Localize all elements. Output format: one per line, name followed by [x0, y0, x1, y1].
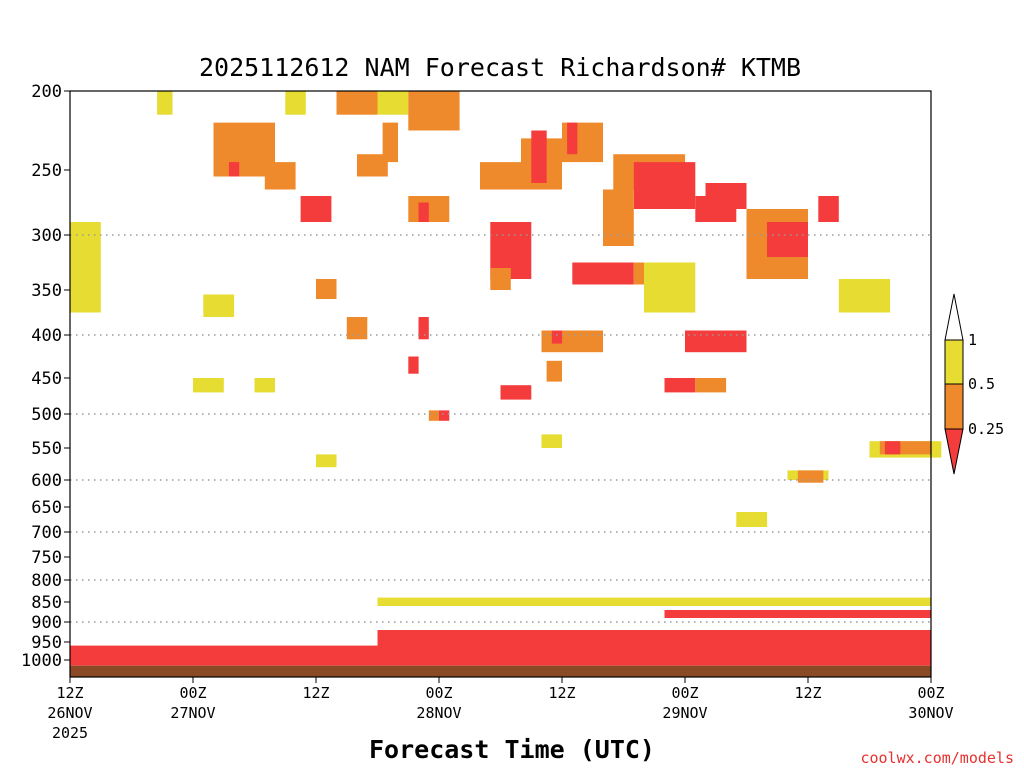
data-cell: [603, 189, 634, 246]
y-tick-label: 250: [31, 161, 62, 181]
x-tick-time: 12Z: [56, 684, 83, 702]
data-cell: [439, 410, 450, 421]
data-cell: [736, 512, 768, 527]
data-cell: [767, 222, 808, 257]
y-tick-label: 850: [31, 593, 62, 613]
x-tick-time: 12Z: [548, 684, 575, 702]
data-cell: [382, 122, 398, 163]
data-cell: [70, 645, 378, 666]
data-cell: [285, 91, 306, 115]
data-cell: [541, 434, 562, 448]
data-cell: [408, 91, 460, 131]
data-cell: [70, 665, 931, 677]
y-tick-label: 950: [31, 633, 62, 653]
data-cell: [70, 222, 101, 313]
colorbar-segment: [944, 293, 964, 341]
data-cell: [797, 470, 824, 483]
data-cell: [884, 441, 901, 455]
data-cell: [546, 360, 562, 382]
data-cell: [377, 91, 409, 115]
data-cell: [664, 610, 931, 618]
x-tick-time: 00Z: [917, 684, 944, 702]
data-cell: [203, 294, 235, 317]
data-cell: [490, 268, 511, 290]
data-cell: [531, 130, 547, 183]
y-tick-label: 500: [31, 405, 62, 425]
x-tick-date: 26NOV: [47, 704, 92, 722]
data-cell: [818, 196, 839, 222]
y-tick-label: 1000: [21, 651, 62, 671]
y-tick-label: 450: [31, 369, 62, 389]
x-tick-time: 00Z: [671, 684, 698, 702]
colorbar-label: 0.25: [968, 420, 1004, 438]
data-cell: [228, 162, 240, 177]
data-cell: [572, 262, 634, 285]
y-tick-label: 200: [31, 82, 62, 102]
data-cell: [346, 317, 368, 340]
data-cell: [695, 378, 727, 393]
y-tick-label: 400: [31, 326, 62, 346]
data-cell: [157, 91, 173, 115]
data-cell: [357, 154, 388, 177]
colorbar-segment: [944, 339, 964, 385]
data-cell: [254, 378, 275, 393]
x-tick-time: 00Z: [425, 684, 452, 702]
x-tick-date: 29NOV: [662, 704, 707, 722]
colorbar-label: 0.5: [968, 375, 995, 393]
plot-frame: [69, 90, 932, 678]
x-tick-date: 30NOV: [908, 704, 953, 722]
gridlines: [70, 234, 931, 623]
colorbar: 1 0.5 0.25: [944, 293, 1004, 475]
data-cell: [377, 630, 931, 666]
y-tick-label: 650: [31, 498, 62, 518]
credit-text: coolwx.com/models: [860, 749, 1014, 767]
data-cell: [567, 122, 578, 155]
data-cell: [541, 330, 603, 353]
data-cell: [428, 410, 440, 421]
y-tick-label: 700: [31, 523, 62, 543]
x-axis: 12Z 26NOV 2025 00Z 27NOV 12Z 00Z 28NOV 12Z 00Z 29N…: [47, 677, 954, 742]
data-cell: [664, 378, 696, 393]
data-cell: [633, 162, 696, 209]
data-cell: [193, 378, 224, 393]
data-cell: [300, 196, 332, 222]
data-cell: [500, 385, 532, 400]
y-axis: 200 250 300 350 400 450 500 550 600 650 700 750 8008…: [21, 82, 70, 671]
y-tick-label: 300: [31, 226, 62, 246]
x-axis-label: Forecast Time (UTC): [369, 735, 655, 764]
colorbar-label: 1: [968, 331, 977, 349]
y-tick-label: 750: [31, 548, 62, 568]
y-tick-label: 600: [31, 471, 62, 491]
data-cell: [316, 279, 337, 299]
x-tick-time: 12Z: [302, 684, 329, 702]
data-cell: [480, 162, 521, 190]
data-cell: [377, 597, 931, 606]
data-cell: [705, 183, 747, 209]
data-cell: [408, 356, 419, 374]
data-cell: [685, 330, 747, 353]
data-cell: [336, 91, 378, 115]
x-tick-time: 00Z: [179, 684, 206, 702]
x-tick-year: 2025: [52, 724, 88, 742]
colorbar-segment: [944, 383, 964, 430]
y-tick-label: 350: [31, 281, 62, 301]
x-tick-date: 27NOV: [170, 704, 215, 722]
y-tick-label: 550: [31, 439, 62, 459]
data-cell: [551, 330, 563, 344]
data-cell: [838, 279, 891, 313]
data-cell: [316, 454, 337, 468]
plot-area: [70, 91, 942, 677]
x-tick-time: 12Z: [794, 684, 821, 702]
chart-title: 2025112612 NAM Forecast Richardson# KTMB: [199, 53, 801, 82]
y-tick-label: 900: [31, 613, 62, 633]
data-cell: [418, 202, 429, 222]
data-cell: [213, 122, 275, 177]
y-tick-label: 800: [31, 571, 62, 591]
data-cell: [264, 162, 296, 190]
data-cell: [418, 317, 429, 340]
x-tick-date: 28NOV: [416, 704, 461, 722]
data-cell: [644, 262, 696, 313]
colorbar-segment: [944, 428, 964, 475]
